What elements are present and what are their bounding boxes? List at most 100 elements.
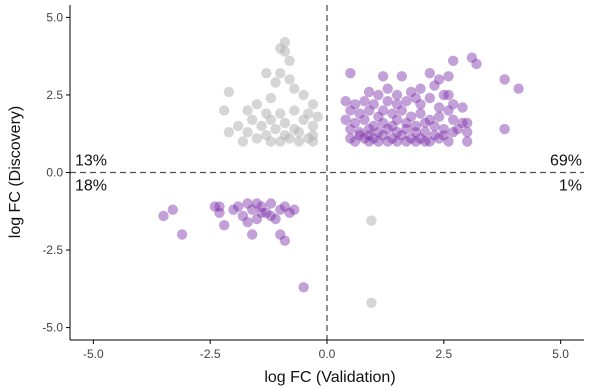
data-point-discordant — [219, 105, 230, 116]
data-point-concordant — [405, 133, 417, 144]
data-point-concordant — [429, 120, 440, 132]
data-point-concordant — [429, 130, 440, 141]
data-point-discordant — [247, 114, 258, 126]
data-point-concordant — [373, 111, 384, 122]
data-point-concordant — [471, 58, 482, 70]
data-point-concordant — [401, 117, 412, 129]
data-point-concordant — [499, 123, 510, 135]
data-point-concordant — [405, 111, 417, 122]
data-point-discordant — [298, 89, 309, 101]
data-point-concordant — [247, 229, 258, 240]
data-point-discordant — [298, 114, 309, 126]
data-point-concordant — [261, 207, 272, 218]
data-point-concordant — [391, 127, 403, 138]
data-point-concordant — [363, 86, 375, 98]
data-point-discordant — [303, 133, 314, 144]
y-tick-label: -2.5 — [42, 243, 63, 257]
data-point-concordant — [438, 130, 449, 141]
data-point-concordant — [247, 204, 258, 215]
data-point-concordant — [382, 123, 393, 135]
data-point-concordant — [382, 96, 393, 107]
data-point-concordant — [298, 282, 309, 293]
data-point-concordant — [387, 120, 398, 132]
data-point-concordant — [359, 133, 370, 144]
data-point-concordant — [214, 207, 225, 218]
data-point-concordant — [387, 108, 398, 119]
data-point-concordant — [214, 201, 225, 212]
data-point-discordant — [289, 83, 300, 94]
data-point-concordant — [452, 123, 463, 135]
data-point-concordant — [289, 204, 300, 215]
data-point-concordant — [396, 71, 407, 82]
data-point-concordant — [209, 201, 221, 212]
data-point-concordant — [345, 123, 356, 135]
data-point-concordant — [513, 83, 524, 94]
data-point-concordant — [359, 114, 370, 126]
data-point-concordant — [279, 235, 291, 246]
y-tick-label: 5.0 — [46, 10, 63, 24]
data-point-concordant — [438, 123, 449, 135]
reference-lines — [70, 5, 584, 340]
x-tick-label: 0.0 — [319, 347, 336, 361]
data-point-discordant — [366, 215, 377, 226]
data-point-concordant — [499, 74, 510, 85]
data-point-discordant — [307, 99, 319, 110]
data-point-concordant — [373, 89, 384, 101]
data-point-concordant — [401, 96, 412, 107]
data-point-concordant — [391, 136, 403, 147]
data-point-concordant — [410, 136, 421, 147]
data-point-discordant — [270, 123, 281, 135]
data-point-concordant — [354, 108, 365, 119]
data-point-concordant — [443, 136, 454, 147]
data-point-concordant — [433, 111, 445, 122]
data-point-discordant — [293, 136, 305, 147]
data-point-concordant — [405, 86, 417, 98]
quadrant-label-upper-left: 13% — [75, 153, 107, 170]
data-point-concordant — [158, 210, 169, 222]
data-point-concordant — [275, 229, 286, 240]
data-point-concordant — [419, 136, 431, 147]
data-point-concordant — [438, 89, 449, 101]
y-tick-label: 0.0 — [46, 166, 63, 180]
data-point-discordant — [279, 46, 291, 57]
data-point-concordant — [363, 123, 375, 135]
data-point-concordant — [219, 220, 230, 231]
data-point-concordant — [256, 207, 267, 218]
data-point-concordant — [345, 133, 356, 144]
data-point-concordant — [391, 114, 403, 126]
data-point-concordant — [433, 133, 445, 144]
data-point-concordant — [363, 105, 375, 116]
data-point-concordant — [349, 99, 361, 110]
data-point-concordant — [368, 99, 379, 110]
data-point-discordant — [223, 127, 235, 138]
y-tick-label: 2.5 — [46, 88, 63, 102]
data-point-concordant — [377, 71, 389, 82]
x-tick-label: -2.5 — [200, 347, 221, 361]
data-point-discordant — [256, 120, 267, 132]
data-point-discordant — [284, 133, 295, 144]
data-point-concordant — [265, 210, 277, 222]
data-point-concordant — [424, 136, 435, 147]
data-point-discordant — [261, 68, 272, 79]
data-point-concordant — [415, 99, 426, 110]
data-point-concordant — [424, 114, 435, 126]
data-point-concordant — [279, 201, 291, 212]
quadrant-label-lower-left: 18% — [75, 178, 107, 195]
data-point-concordant — [167, 204, 178, 215]
x-tick-label: -5.0 — [83, 347, 104, 361]
data-point-concordant — [448, 114, 459, 126]
data-point-discordant — [312, 111, 323, 122]
data-point-discordant — [237, 136, 249, 147]
data-point-concordant — [466, 52, 478, 63]
data-point-concordant — [443, 71, 454, 82]
data-point-concordant — [457, 117, 468, 129]
data-point-discordant — [223, 86, 235, 98]
data-point-concordant — [410, 92, 421, 104]
data-point-concordant — [251, 213, 263, 225]
data-point-concordant — [448, 55, 459, 66]
data-point-concordant — [462, 127, 473, 138]
y-axis-title: log FC (Discovery) — [7, 106, 24, 238]
data-point-concordant — [359, 96, 370, 107]
data-point-concordant — [340, 96, 351, 107]
